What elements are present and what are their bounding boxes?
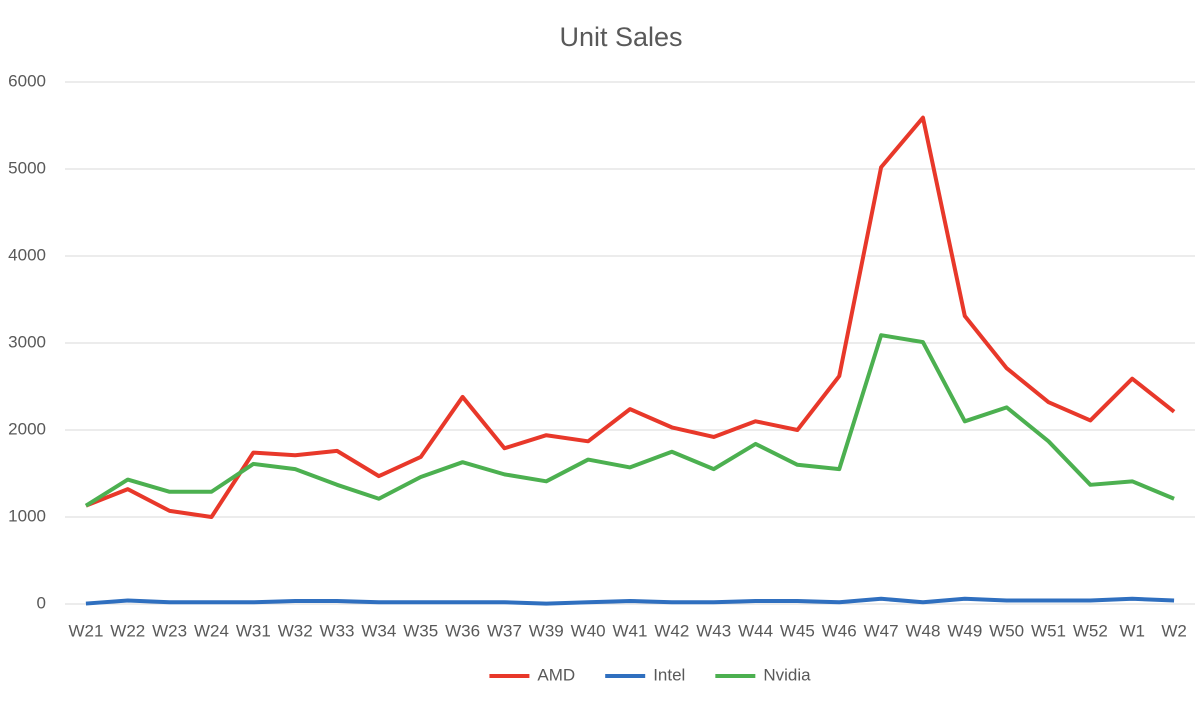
x-tick-label: W46 (822, 621, 857, 640)
x-tick-label: W41 (613, 621, 648, 640)
x-tick-label: W31 (236, 621, 271, 640)
series-line (84, 333, 1175, 508)
y-tick-label: 0 (37, 593, 46, 612)
y-tick-label: 1000 (8, 506, 46, 525)
x-tick-label: W24 (194, 621, 229, 640)
x-tick-label: W43 (696, 621, 731, 640)
legend-label: Intel (653, 665, 685, 684)
x-tick-label: W40 (571, 621, 606, 640)
series-line (85, 115, 1176, 519)
x-tick-label: W22 (110, 621, 145, 640)
x-tick-label: W23 (152, 621, 187, 640)
y-tick-label: 3000 (8, 332, 46, 351)
y-tick-label: 2000 (8, 419, 46, 438)
y-tick-label: 5000 (8, 158, 46, 177)
x-tick-label: W45 (780, 621, 815, 640)
x-tick-label: W48 (905, 621, 940, 640)
x-tick-label: W39 (529, 621, 564, 640)
y-tick-label: 4000 (8, 245, 46, 264)
x-tick-label: W52 (1073, 621, 1108, 640)
x-tick-label: W34 (361, 621, 396, 640)
x-tick-label: W1 (1119, 621, 1145, 640)
x-tick-label: W42 (654, 621, 689, 640)
x-tick-label: W50 (989, 621, 1024, 640)
chart-title: Unit Sales (559, 22, 682, 52)
x-tick-label: W51 (1031, 621, 1066, 640)
x-tick-label: W32 (278, 621, 313, 640)
x-tick-label: W37 (487, 621, 522, 640)
x-tick-label: W21 (68, 621, 103, 640)
x-tick-label: W49 (947, 621, 982, 640)
x-tick-label: W33 (320, 621, 355, 640)
x-tick-label: W35 (403, 621, 438, 640)
x-tick-label: W2 (1161, 621, 1187, 640)
series-line (85, 596, 1175, 606)
legend-label: AMD (537, 665, 575, 684)
y-tick-label: 6000 (8, 71, 46, 90)
x-tick-label: W36 (445, 621, 480, 640)
legend-label: Nvidia (763, 665, 811, 684)
x-tick-label: W47 (864, 621, 899, 640)
x-tick-label: W44 (738, 621, 773, 640)
